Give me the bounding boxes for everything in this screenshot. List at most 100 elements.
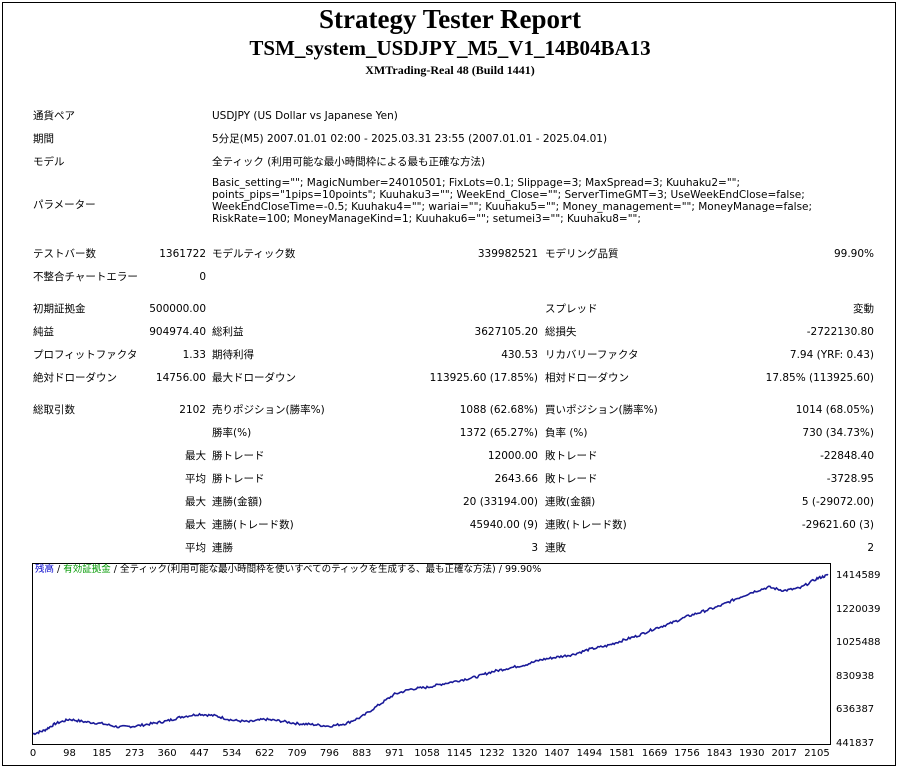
x-tick-label: 1930 xyxy=(739,748,765,759)
ea-name: TSM_system_USDJPY_M5_V1_14B04BA13 xyxy=(249,36,651,60)
x-tick-label: 883 xyxy=(352,748,372,759)
ticks-label: モデルティック数 xyxy=(212,248,296,260)
max-cons-profit-prefix: 最大 xyxy=(185,519,206,531)
win-label: 勝率(%) xyxy=(212,427,252,439)
y-tick-label: 441837 xyxy=(836,738,875,749)
avg-win-value: 2643.66 xyxy=(494,473,538,485)
deposit-label: 初期証拠金 xyxy=(33,303,86,315)
avg-cons-loss-value: 2 xyxy=(867,542,874,554)
abs-dd-label: 絶対ドローダウン xyxy=(33,372,117,384)
x-tick-label: 360 xyxy=(157,748,177,759)
expected-label: 期待利得 xyxy=(212,349,254,361)
expected-value: 430.53 xyxy=(501,349,538,361)
x-tick-label: 273 xyxy=(125,748,145,759)
long-value: 1014 (68.05%) xyxy=(795,404,874,416)
x-tick-label: 971 xyxy=(385,748,405,759)
gross-loss-label: 総損失 xyxy=(545,326,577,338)
avg-win-prefix: 平均 xyxy=(185,473,206,485)
bars-value: 1361722 xyxy=(159,248,206,260)
short-label: 売りポジション(勝率%) xyxy=(212,404,325,416)
x-tick-label: 1581 xyxy=(609,748,635,759)
x-tick-label: 447 xyxy=(189,748,210,759)
pair-label: 通貨ペア xyxy=(33,110,75,122)
max-loss-label: 敗トレード xyxy=(545,450,598,462)
trades-value: 2102 xyxy=(179,404,206,416)
recovery-value: 7.94 (YRF: 0.43) xyxy=(789,349,874,361)
quality-value: 99.90% xyxy=(833,248,874,260)
avg-cons-win-value: 3 xyxy=(531,542,538,554)
mismatch-value: 0 xyxy=(199,271,206,283)
mismatch-label: 不整合チャートエラー xyxy=(33,271,138,283)
max-win-prefix: 最大 xyxy=(185,450,206,462)
avg-loss-label: 敗トレード xyxy=(545,473,598,485)
recovery-label: リカバリーファクタ xyxy=(545,349,639,361)
balance-chart xyxy=(32,563,831,745)
avg-cons-win-label: 連勝 xyxy=(212,542,233,554)
rel-dd-value: 17.85% (113925.60) xyxy=(765,372,874,384)
x-tick-label: 1232 xyxy=(479,748,505,759)
max-dd-label: 最大ドローダウン xyxy=(212,372,296,384)
max-dd-value: 113925.60 (17.85%) xyxy=(429,372,538,384)
model-label: モデル xyxy=(33,156,65,168)
max-cons-lossamt-value: -29621.60 (3) xyxy=(801,519,874,531)
params-label: パラメーター xyxy=(33,199,96,211)
max-cons-loss-label: 連敗(金額) xyxy=(545,496,596,508)
abs-dd-value: 14756.00 xyxy=(155,372,206,384)
avg-cons-loss-label: 連敗 xyxy=(545,542,566,554)
y-tick-label: 1414589 xyxy=(836,570,881,581)
legend-desc: 全ティック(利用可能な最小時間枠を使いすべてのティックを生成する、最も正確な方法… xyxy=(120,564,542,575)
max-cons-win-label: 連勝(金額) xyxy=(212,496,263,508)
x-tick-label: 796 xyxy=(319,748,339,759)
x-tick-label: 1145 xyxy=(446,748,473,759)
spread-label: スプレッド xyxy=(545,303,598,315)
ticks-value: 339982521 xyxy=(477,248,538,260)
pf-label: プロフィットファクタ xyxy=(33,349,138,361)
avg-cons-prefix: 平均 xyxy=(185,542,206,554)
max-cons-loss-value: 5 (-29072.00) xyxy=(801,496,874,508)
loss-label: 負率 (%) xyxy=(545,427,588,439)
y-tick-label: 1220039 xyxy=(836,603,881,615)
x-tick-label: 1756 xyxy=(674,748,700,759)
avg-win-label: 勝トレード xyxy=(212,473,265,485)
legend-sep-2: / xyxy=(110,564,121,575)
legend-balance: 残高 xyxy=(35,564,55,575)
gross-profit-value: 3627105.20 xyxy=(474,326,538,338)
params-value: Basic_setting=""; MagicNumber=24010501; … xyxy=(212,177,813,225)
max-cons-prefix: 最大 xyxy=(185,496,206,508)
chart-legend: 残高 / 有効証拠金 / 全ティック(利用可能な最小時間枠を使いすべてのティック… xyxy=(35,564,541,576)
short-value: 1088 (62.68%) xyxy=(459,404,538,416)
x-tick-label: 2105 xyxy=(804,748,830,759)
quality-label: モデリング品質 xyxy=(545,248,619,260)
x-tick-label: 1494 xyxy=(576,748,603,759)
max-cons-profit-value: 45940.00 (9) xyxy=(469,519,538,531)
max-win-value: 12000.00 xyxy=(487,450,538,462)
deposit-value: 500000.00 xyxy=(149,303,206,315)
report-title: Strategy Tester Report xyxy=(319,4,581,34)
legend-sep-1: / xyxy=(54,564,64,575)
x-tick-label: 1669 xyxy=(641,748,668,759)
y-tick-label: 636387 xyxy=(836,704,875,716)
model-value: 全ティック (利用可能な最小時間枠による最も正確な方法) xyxy=(212,156,486,168)
x-tick-label: 1058 xyxy=(414,748,440,759)
max-cons-lossamt-label: 連敗(トレード数) xyxy=(545,519,627,531)
x-tick-label: 1843 xyxy=(706,748,733,759)
long-label: 買いポジション(勝率%) xyxy=(545,404,658,416)
server-build: XMTrading-Real 48 (Build 1441) xyxy=(365,63,535,77)
net-value: 904974.40 xyxy=(149,326,206,338)
max-win-label: 勝トレード xyxy=(212,450,265,462)
gross-profit-label: 総利益 xyxy=(212,326,244,338)
x-tick-label: 185 xyxy=(92,748,112,759)
bars-label: テストバー数 xyxy=(33,248,96,260)
x-tick-label: 98 xyxy=(63,748,76,759)
loss-value: 730 (34.73%) xyxy=(802,427,874,439)
legend-equity: 有効証拠金 xyxy=(63,564,111,575)
max-cons-profit-label: 連勝(トレード数) xyxy=(212,519,294,531)
max-cons-win-value: 20 (33194.00) xyxy=(463,496,538,508)
x-tick-label: 0 xyxy=(29,748,37,759)
y-tick-label: 1025488 xyxy=(836,637,881,649)
rel-dd-label: 相対ドローダウン xyxy=(545,372,629,384)
win-value: 1372 (65.27%) xyxy=(459,427,538,439)
gross-loss-value: -2722130.80 xyxy=(806,326,874,338)
period-value: 5分足(M5) 2007.01.01 02:00 - 2025.03.31 23… xyxy=(212,133,608,145)
